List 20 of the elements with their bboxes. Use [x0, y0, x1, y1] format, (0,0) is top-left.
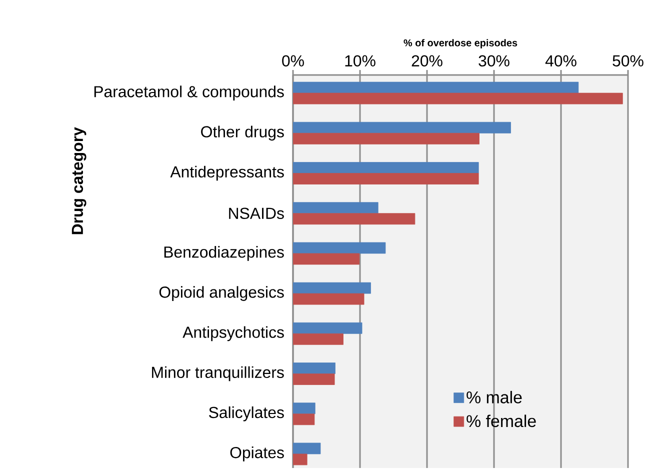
x-tick-label: 10%	[345, 55, 376, 67]
x-tick-label: 30%	[478, 55, 510, 67]
y-tick-label: Opiates	[230, 446, 284, 462]
y-tick-label: Benzodiazepines	[164, 246, 284, 262]
y-tick-label: Other drugs	[201, 126, 284, 141]
y-tick-label: Salicylates	[209, 406, 284, 422]
y-tick-label: Antidepressants	[170, 166, 284, 181]
legend-label: % female	[466, 414, 536, 428]
y-tick-label: Paracetamol & compounds	[94, 86, 284, 101]
y-tick-label: Opioid analgesics	[159, 286, 284, 302]
x-tick-label: 0%	[282, 55, 304, 67]
x-tick-label: 40%	[545, 55, 576, 67]
legend-label: % male	[466, 391, 522, 404]
y-axis-title: Drug category	[72, 127, 86, 234]
y-tick-label: Antipsychotics	[182, 326, 284, 342]
x-tick-label: 50%	[612, 55, 644, 67]
x-axis-title: % of overdose episodes	[404, 39, 518, 48]
y-tick-label: NSAIDs	[229, 208, 284, 220]
x-tick-label: 20%	[412, 55, 442, 67]
y-tick-label: Minor tranquillizers	[152, 366, 284, 382]
